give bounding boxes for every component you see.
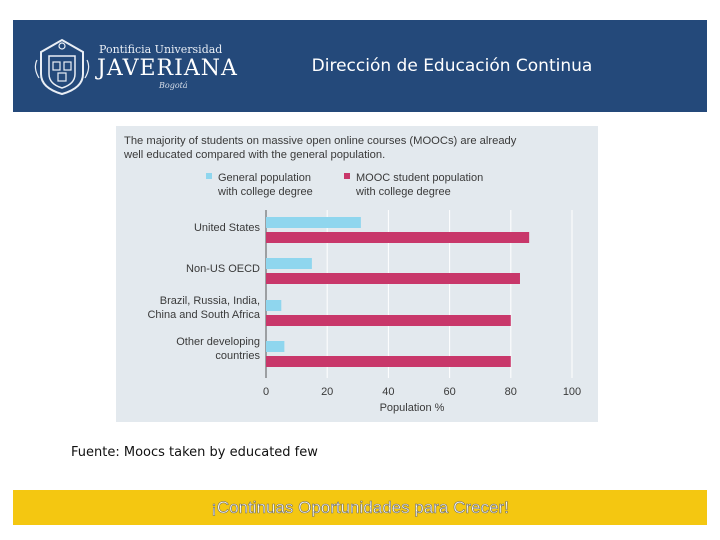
legend-label: with college degree: [217, 186, 313, 198]
footer-slogan: ¡Continuas Oportunidades para Crecer!: [211, 498, 509, 518]
legend-label: with college degree: [355, 186, 451, 198]
legend-label: MOOC student population: [356, 172, 483, 184]
x-tick-label: 40: [382, 386, 394, 398]
university-prefix: Pontificia Universidad: [99, 43, 223, 56]
university-city: Bogotá: [159, 81, 188, 90]
chart-title-line: well educated compared with the general …: [123, 149, 385, 161]
footer-banner: ¡Continuas Oportunidades para Crecer!: [13, 490, 707, 525]
x-tick-label: 0: [263, 386, 269, 398]
university-logo: Pontificia Universidad JAVERIANA Bogotá: [31, 34, 237, 96]
bar-chart: The majority of students on massive open…: [123, 135, 581, 414]
bar: [266, 300, 282, 311]
bar: [266, 273, 520, 284]
bar: [266, 258, 312, 269]
bar: [266, 356, 511, 367]
legend-swatch: [344, 173, 350, 179]
x-tick-label: 60: [443, 386, 455, 398]
category-label: countries: [215, 350, 260, 362]
category-label: United States: [194, 222, 261, 234]
source-caption: Fuente: Moocs taken by educated few: [71, 445, 318, 460]
x-axis-label: Population %: [380, 402, 445, 414]
category-label: Other developing: [176, 336, 260, 348]
category-label: China and South Africa: [147, 309, 260, 321]
legend-swatch: [206, 173, 212, 179]
category-label: Non-US OECD: [186, 263, 260, 275]
university-crest-icon: [34, 38, 90, 96]
university-name: JAVERIANA: [97, 56, 238, 81]
category-label: Brazil, Russia, India,: [160, 295, 260, 307]
bar: [266, 341, 285, 352]
header-banner: Pontificia Universidad JAVERIANA Bogotá …: [13, 20, 707, 112]
bar: [266, 217, 361, 228]
legend-label: General population: [218, 172, 311, 184]
x-tick-label: 20: [321, 386, 333, 398]
bar: [266, 232, 530, 243]
page-title: Dirección de Educación Continua: [311, 56, 593, 76]
bar: [266, 315, 511, 326]
chart-panel: The majority of students on massive open…: [116, 126, 598, 422]
chart-title-line: The majority of students on massive open…: [124, 135, 517, 147]
x-tick-label: 100: [563, 386, 581, 398]
x-tick-label: 80: [505, 386, 517, 398]
